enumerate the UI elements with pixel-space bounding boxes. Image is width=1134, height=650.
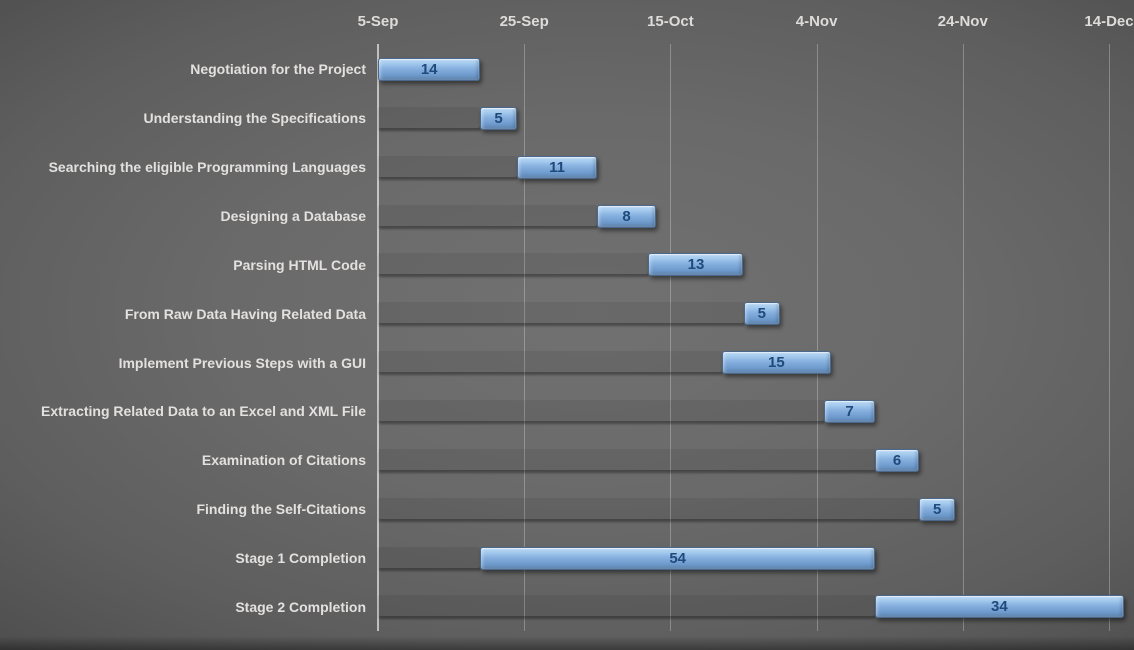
gantt-bar: 34	[875, 595, 1124, 619]
gridline	[524, 44, 526, 631]
bar-start-offset-shadow	[378, 595, 876, 617]
gantt-bar: 54	[480, 546, 876, 570]
x-axis-tick-label: 14-Dec	[1084, 13, 1134, 30]
gantt-bar: 5	[918, 497, 956, 521]
bar-value-label: 5	[757, 305, 766, 323]
bar-start-offset-shadow	[378, 448, 876, 470]
bar-value-label: 11	[549, 158, 565, 176]
task-label: Implement Previous Steps with a GUI	[118, 354, 366, 371]
gantt-bar: 5	[743, 302, 781, 326]
bar-value-label: 5	[933, 500, 942, 518]
gantt-bar: 13	[648, 253, 744, 277]
gantt-bar: 6	[875, 448, 919, 472]
y-axis-line	[377, 44, 379, 631]
bar-value-label: 8	[622, 207, 631, 225]
bar-start-offset-shadow	[378, 204, 598, 226]
gridline	[816, 44, 818, 631]
bar-value-label: 34	[991, 598, 1008, 616]
task-label: Parsing HTML Code	[233, 256, 366, 273]
gridline	[962, 44, 964, 631]
task-label: Extracting Related Data to an Excel and …	[41, 403, 366, 420]
bar-start-offset-shadow	[378, 253, 649, 275]
task-label: Examination of Citations	[201, 452, 366, 469]
bar-value-label: 14	[420, 61, 438, 78]
bar-start-offset-shadow	[378, 155, 517, 177]
x-axis-tick-label: 24-Nov	[937, 13, 988, 30]
bar-start-offset-shadow	[378, 399, 824, 421]
bar-start-offset-shadow	[378, 351, 722, 373]
bar-start-offset-shadow	[378, 497, 919, 519]
gantt-bar: 5	[480, 106, 517, 130]
task-label: From Raw Data Having Related Data	[124, 305, 366, 322]
task-label: Understanding the Specifications	[143, 110, 366, 127]
task-label: Negotiation for the Project	[190, 61, 366, 78]
gantt-bar: 11	[516, 155, 598, 179]
gridline	[670, 44, 672, 631]
gantt-bar: 14	[378, 58, 481, 81]
gantt-bar: 7	[823, 399, 876, 423]
task-label: Designing a Database	[220, 207, 367, 224]
gantt-bar: 8	[597, 204, 656, 228]
bar-value-label: 5	[494, 109, 503, 127]
task-label: Searching the eligible Programming Langu…	[48, 159, 366, 176]
bar-start-offset-shadow	[378, 302, 744, 324]
bar-value-label: 7	[845, 402, 854, 420]
bar-value-label: 13	[687, 256, 705, 274]
x-axis-tick-label: 15-Oct	[647, 13, 694, 30]
x-axis-tick-label: 5-Sep	[357, 13, 399, 30]
x-axis-tick-label: 4-Nov	[795, 13, 838, 30]
bar-value-label: 6	[892, 451, 902, 469]
task-label: Stage 2 Completion	[235, 598, 366, 615]
x-axis-tick-label: 25-Sep	[499, 13, 549, 30]
bar-value-label: 54	[669, 549, 687, 567]
gantt-bar: 15	[721, 351, 832, 375]
gridline	[1109, 44, 1110, 631]
bar-start-offset-shadow	[378, 106, 481, 128]
bar-start-offset-shadow	[378, 546, 481, 568]
task-label: Finding the Self-Citations	[196, 501, 366, 518]
bar-value-label: 15	[768, 354, 785, 372]
task-label: Stage 1 Completion	[235, 549, 366, 566]
